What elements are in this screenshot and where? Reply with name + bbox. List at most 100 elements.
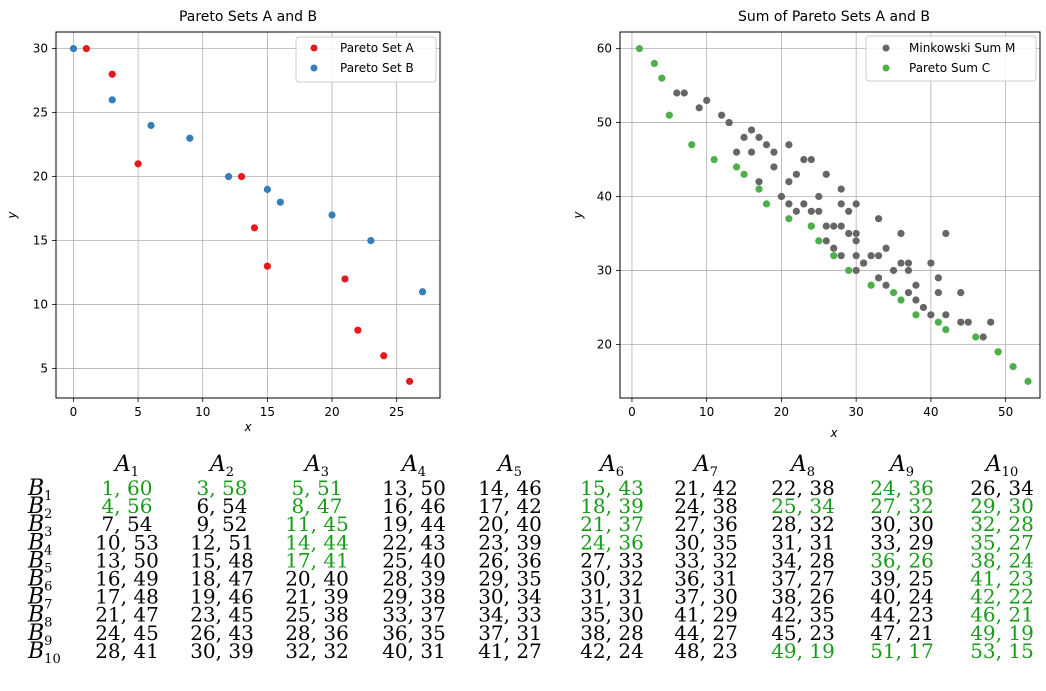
table-cell: 30, 35 <box>674 530 738 554</box>
table-cell: 41, 29 <box>674 603 738 627</box>
table-cell: 36, 31 <box>674 567 738 591</box>
table-col-header: A2 <box>208 452 234 480</box>
table-cell: 18, 47 <box>190 567 254 591</box>
legend-marker-set-b <box>310 64 318 72</box>
table-cell: 17, 41 <box>285 548 349 572</box>
x-tick-label: 20 <box>324 405 339 419</box>
y-tick-label: 40 <box>597 190 612 204</box>
table-cell: 24, 45 <box>95 621 159 645</box>
y-tick-label: 50 <box>597 116 612 130</box>
table-cell: 5, 51 <box>292 476 343 500</box>
table-cell: 36, 35 <box>382 621 446 645</box>
data-point <box>785 200 793 208</box>
data-point <box>225 173 233 181</box>
data-point <box>874 274 883 282</box>
table-cell: 33, 29 <box>870 530 934 554</box>
data-point <box>703 96 711 104</box>
data-point <box>852 237 860 245</box>
table-cell: 36, 26 <box>870 548 934 572</box>
table-cell: 28, 32 <box>771 512 835 536</box>
data-point <box>897 229 905 238</box>
table-cell: 28, 39 <box>382 567 446 591</box>
data-point <box>807 155 815 164</box>
data-point <box>807 222 815 230</box>
table-cell: 20, 40 <box>285 567 349 591</box>
table-cell: 17, 48 <box>95 585 159 609</box>
x-tick-label: 20 <box>774 405 789 419</box>
data-point <box>845 229 853 238</box>
table-cell: 23, 39 <box>478 530 542 554</box>
axis-ticks: 0 10 20 30 40 50 20 30 40 50 60 <box>597 42 1014 419</box>
data-point <box>957 289 965 297</box>
data-point <box>904 259 913 267</box>
legend-label-pareto-sum: Pareto Sum C <box>909 61 990 75</box>
table-cell: 14, 44 <box>285 530 349 554</box>
data-point <box>1024 377 1032 385</box>
table-cell: 16, 49 <box>95 567 159 591</box>
table-cell: 17, 42 <box>478 494 542 518</box>
data-point <box>942 311 950 319</box>
data-point <box>770 163 778 171</box>
table-row-header: B1 <box>27 476 52 504</box>
y-tick-label: 25 <box>33 106 48 120</box>
table-cell: 21, 37 <box>580 512 644 536</box>
data-point <box>777 192 786 201</box>
table-cell: 15, 48 <box>190 548 254 572</box>
x-tick-label: 0 <box>70 405 78 419</box>
data-point <box>263 262 271 270</box>
table-cell: 31, 31 <box>580 585 644 609</box>
data-point <box>680 89 688 97</box>
data-point <box>912 311 920 319</box>
data-point <box>934 318 942 326</box>
data-point <box>934 289 942 297</box>
table-cell: 38, 28 <box>580 621 644 645</box>
data-point <box>740 133 748 141</box>
table-cell: 22, 43 <box>382 530 446 554</box>
table-cell: 29, 38 <box>382 585 446 609</box>
data-point <box>927 311 935 319</box>
y-axis-label: y <box>5 211 19 220</box>
table-cell: 41, 23 <box>970 567 1034 591</box>
data-point <box>867 281 875 289</box>
data-point <box>957 318 965 326</box>
table-cell: 19, 44 <box>382 512 446 536</box>
data-point <box>904 266 913 275</box>
table-cell: 23, 45 <box>190 603 254 627</box>
data-point <box>108 70 116 78</box>
data-point <box>250 224 259 232</box>
table-cell: 41, 27 <box>478 639 542 663</box>
data-point <box>927 259 935 267</box>
legend-label-set-a: Pareto Set A <box>340 41 414 55</box>
axis-ticks: 0 5 10 15 20 25 5 10 15 20 25 30 <box>33 42 405 419</box>
data-point <box>237 173 246 181</box>
table-cell: 45, 23 <box>771 621 835 645</box>
table-cell: 38, 24 <box>970 548 1034 572</box>
data-point <box>852 229 860 238</box>
x-tick-label: 50 <box>998 405 1013 419</box>
table-cell: 30, 32 <box>580 567 644 591</box>
x-tick-label: 5 <box>134 405 142 419</box>
table-cell: 24, 36 <box>870 476 934 500</box>
x-tick-label: 10 <box>699 405 714 419</box>
data-point <box>889 266 898 275</box>
data-point <box>830 222 838 230</box>
data-point <box>276 198 284 206</box>
data-point <box>792 207 800 215</box>
data-point <box>904 289 913 297</box>
data-point <box>688 141 696 149</box>
data-point <box>762 200 771 208</box>
data-points <box>635 45 1032 385</box>
table-cell: 42, 22 <box>970 585 1034 609</box>
table-cell: 25, 38 <box>285 603 349 627</box>
data-point <box>897 296 905 304</box>
data-point <box>341 275 349 283</box>
data-point <box>635 45 644 53</box>
table-cell: 28, 41 <box>95 639 159 663</box>
grid <box>56 32 440 398</box>
data-point <box>852 252 860 260</box>
table-cell: 21, 47 <box>95 603 159 627</box>
legend-marker-pareto-sum <box>882 64 890 72</box>
data-point <box>263 185 271 194</box>
table-cell: 35, 27 <box>970 530 1034 554</box>
